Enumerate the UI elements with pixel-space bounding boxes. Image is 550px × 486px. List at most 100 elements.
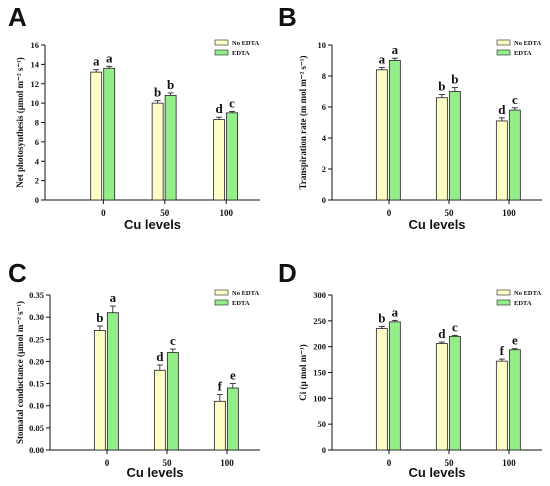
bar — [213, 400, 226, 451]
significance-letter: d — [156, 349, 164, 364]
bar — [164, 94, 177, 201]
significance-letter: a — [106, 50, 113, 65]
legend-swatch — [214, 49, 229, 56]
significance-letter: a — [379, 51, 386, 66]
chart-panel-a: A 0 2 4 6 8 10 12 14 16 0 a a 50 bb 100 d c Cu levels Net p… — [8, 2, 260, 232]
bar — [448, 335, 461, 451]
legend-label: EDTA — [232, 50, 250, 57]
x-axis-title: Cu levels — [408, 217, 465, 232]
significance-letter: a — [110, 290, 117, 305]
y-tick-label: 10 — [31, 98, 40, 108]
y-tick-label: 14 — [31, 59, 40, 69]
legend-label: No EDTA — [232, 40, 259, 47]
x-tick-label: 100 — [502, 208, 516, 218]
significance-letter: e — [230, 368, 236, 383]
bar — [375, 328, 388, 451]
bar — [508, 349, 521, 451]
significance-letter: b — [96, 310, 103, 325]
y-tick-label: 100 — [313, 393, 326, 403]
panel-label: D — [278, 258, 297, 288]
legend-label: EDTA — [232, 300, 250, 307]
legend-swatch — [496, 289, 511, 296]
x-tick-label: 0 — [105, 458, 110, 468]
x-tick-label: 50 — [163, 458, 173, 468]
y-tick-label: 200 — [313, 342, 326, 352]
y-tick-label: 50 — [318, 419, 327, 429]
y-tick-label: 4 — [35, 156, 40, 166]
panel-label: B — [278, 2, 297, 32]
legend-swatch — [496, 39, 511, 46]
legend-label: EDTA — [514, 300, 532, 307]
bar — [90, 71, 103, 201]
y-tick-label: 6 — [322, 102, 326, 112]
chart-panel-c: C 0.00 0.05 0.10 0.15 0.20 0.25 0.30 0.35 0 ba 50 dc… — [8, 258, 260, 480]
y-tick-label: 300 — [313, 290, 326, 300]
bar — [151, 102, 164, 201]
legend-label: EDTA — [514, 50, 532, 57]
bar — [153, 369, 166, 451]
bar — [375, 69, 388, 201]
y-tick-label: 0.15 — [29, 379, 44, 389]
y-tick-label: 12 — [31, 79, 40, 89]
significance-letter: f — [500, 343, 505, 358]
y-axis-title: Transpiration rate (m mol m⁻² s⁻¹) — [298, 56, 308, 190]
x-tick-label: 100 — [219, 208, 233, 218]
significance-letter: b — [438, 79, 445, 94]
y-tick-label: 2 — [35, 176, 39, 186]
significance-letter: b — [451, 72, 458, 87]
y-tick-label: 0.05 — [29, 423, 44, 433]
bar — [226, 112, 238, 201]
panel-label: C — [8, 258, 27, 288]
significance-letter: e — [512, 333, 518, 348]
bar — [213, 119, 225, 201]
bar — [166, 352, 179, 451]
y-tick-label: 2 — [322, 164, 326, 174]
significance-letter: b — [154, 85, 161, 100]
x-tick-label: 0 — [387, 458, 392, 468]
bar — [388, 60, 401, 201]
y-tick-label: 10 — [318, 40, 327, 50]
bar — [435, 343, 448, 451]
x-tick-label: 100 — [220, 458, 234, 468]
significance-letter: b — [378, 311, 385, 326]
y-tick-label: 0.10 — [29, 401, 44, 411]
bar — [508, 109, 521, 201]
y-tick-label: 16 — [31, 40, 40, 50]
significance-letter: d — [498, 102, 506, 117]
y-tick-label: 0 — [35, 195, 39, 205]
legend-swatch — [214, 289, 229, 296]
y-axis-title: Ci (µ mol m⁻¹) — [298, 344, 308, 400]
x-tick-label: 0 — [101, 208, 106, 218]
y-tick-label: 8 — [322, 71, 326, 81]
significance-letter: c — [452, 319, 458, 334]
legend-label: No EDTA — [232, 290, 259, 297]
significance-letter: c — [170, 333, 176, 348]
legend-swatch — [214, 39, 229, 46]
y-tick-label: 4 — [322, 133, 327, 143]
x-axis-title: Cu levels — [126, 465, 183, 480]
y-tick-label: 0 — [322, 445, 326, 455]
bar — [448, 91, 461, 201]
y-tick-label: 8 — [35, 118, 39, 128]
significance-letter: d — [215, 101, 223, 116]
x-tick-label: 100 — [502, 458, 516, 468]
significance-letter: c — [229, 95, 235, 110]
y-tick-label: 150 — [313, 368, 326, 378]
y-tick-label: 0.30 — [29, 312, 44, 322]
significance-letter: f — [218, 379, 223, 394]
legend-swatch — [496, 299, 511, 306]
y-tick-label: 6 — [35, 137, 39, 147]
y-axis-title: Stomatal conductance (µmol m⁻² s⁻¹) — [15, 301, 25, 444]
bar — [93, 330, 106, 451]
y-tick-label: 0.35 — [29, 290, 44, 300]
y-tick-label: 0.00 — [29, 445, 44, 455]
x-tick-label: 0 — [387, 208, 392, 218]
significance-letter: b — [167, 77, 174, 92]
y-tick-label: 250 — [313, 316, 326, 326]
bar — [106, 312, 119, 451]
legend-swatch — [496, 49, 511, 56]
significance-letter: c — [512, 92, 518, 107]
significance-letter: d — [438, 326, 446, 341]
